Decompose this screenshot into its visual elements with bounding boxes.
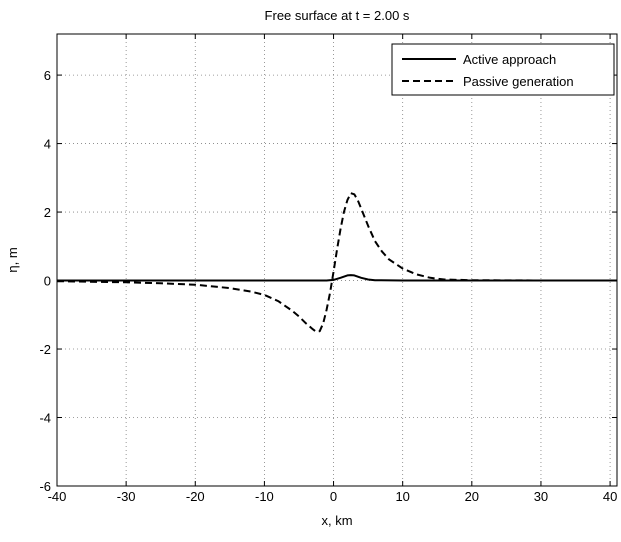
y-tick-label: -4 [39,411,51,426]
y-tick-label: -6 [39,479,51,494]
legend: Active approach Passive generation [391,43,615,96]
y-tick-label: 0 [44,274,51,289]
legend-label-active: Active approach [463,52,556,67]
x-tick-label: -30 [117,489,136,504]
y-tick-label: -2 [39,342,51,357]
legend-box [391,43,615,96]
y-axis-label: η, m [5,247,20,272]
x-tick-label: 30 [534,489,548,504]
x-tick-label: 20 [465,489,479,504]
y-tick-label: 6 [44,68,51,83]
series-line-passive-generation [56,192,617,333]
x-tick-label: 10 [395,489,409,504]
x-tick-label: -20 [186,489,205,504]
y-tick-label: 2 [44,205,51,220]
series-layer [56,192,617,333]
chart-title: Free surface at t = 2.00 s [265,8,410,23]
y-tick-label: 4 [44,137,51,152]
grid [57,34,617,486]
x-tick-label: -10 [255,489,274,504]
x-tick-label: -40 [48,489,67,504]
x-tick-label: 40 [603,489,617,504]
plot-frame [56,33,618,487]
x-tick-label: 0 [330,489,337,504]
legend-label-passive: Passive generation [463,74,574,89]
x-axis-label: x, km [321,513,352,528]
series-line-active-approach [57,274,617,282]
